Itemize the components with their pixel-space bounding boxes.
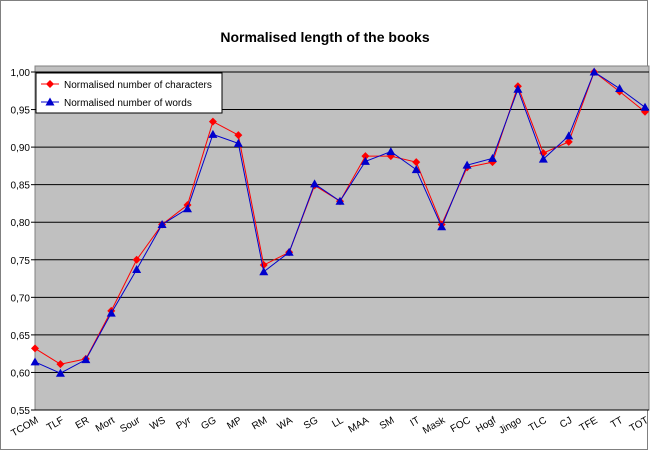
x-tick-label: TT [609, 415, 625, 431]
marker [208, 117, 217, 126]
marker [30, 357, 40, 366]
marker [183, 204, 192, 213]
y-tick-label: 0,70 [11, 293, 31, 304]
y-tick-label: 0,80 [11, 218, 31, 229]
marker [56, 360, 65, 369]
marker [360, 156, 370, 165]
marker [310, 179, 320, 188]
marker [386, 147, 396, 156]
marker [233, 138, 243, 147]
marker [462, 160, 472, 169]
marker [412, 158, 421, 167]
marker [45, 97, 55, 106]
marker [615, 84, 625, 93]
x-tick-label: LL [330, 415, 346, 430]
marker [513, 84, 523, 93]
marker [55, 368, 65, 377]
marker [31, 344, 39, 353]
chart-title: Normalised length of the books [220, 29, 429, 45]
marker [589, 67, 599, 76]
y-tick-label: 0,95 [11, 106, 31, 117]
x-tick-label: CJ [558, 415, 574, 431]
y-tick-label: 0,75 [11, 256, 31, 267]
y-tick-label: 1,00 [11, 68, 31, 79]
marker [437, 222, 447, 231]
y-tick-label: 0,85 [11, 181, 31, 192]
marker [488, 153, 497, 162]
marker [81, 355, 91, 364]
y-tick-label: 0,55 [11, 406, 31, 417]
y-tick-label: 0,90 [11, 143, 31, 154]
marker [259, 267, 269, 276]
marker [411, 165, 421, 174]
y-tick-label: 0,60 [11, 368, 31, 379]
marker [234, 131, 243, 140]
marker [564, 131, 574, 140]
marker [132, 265, 142, 274]
marker [106, 308, 116, 317]
marker [361, 152, 370, 161]
plot-area [34, 65, 650, 411]
marker [46, 80, 54, 88]
marker [157, 219, 167, 228]
marker [284, 247, 294, 256]
marker [640, 102, 650, 111]
marker [335, 196, 345, 205]
marker [564, 137, 573, 146]
marker [538, 154, 548, 163]
legend-label: Normalised number of words [64, 98, 192, 109]
marker [208, 129, 218, 138]
legend-label: Normalised number of characters [64, 80, 212, 91]
y-tick-label: 0,65 [11, 331, 31, 342]
marker [132, 255, 141, 264]
marker [539, 149, 548, 158]
legend [35, 72, 223, 114]
